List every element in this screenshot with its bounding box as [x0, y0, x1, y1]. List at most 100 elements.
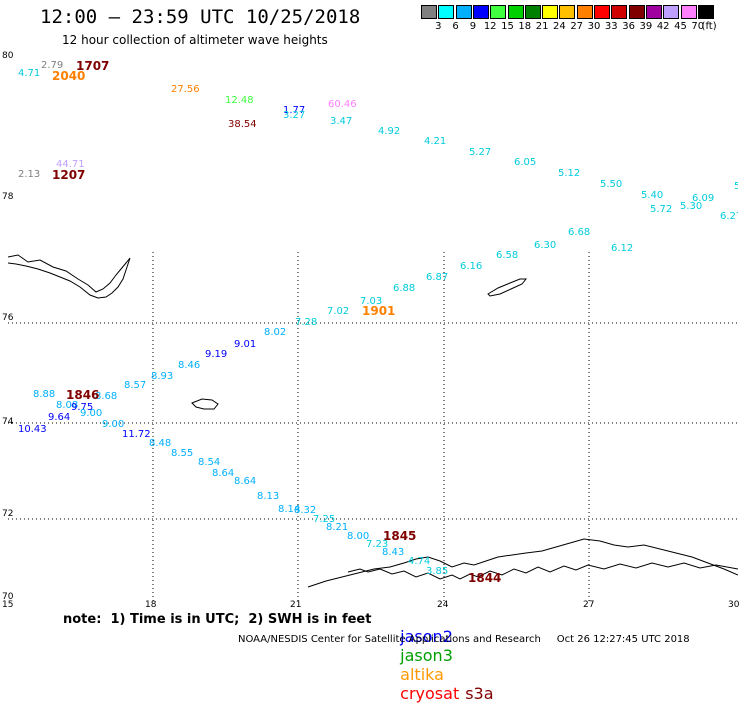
wave-height-value: 12.48	[225, 95, 254, 106]
wave-height-value: 2.13	[18, 169, 40, 180]
wave-height-observations: 2.794.71 27.56 12.48 1.773.27 60.46 38.54 3.47…	[18, 60, 740, 577]
wave-height-value: 3.27	[283, 110, 305, 121]
wave-height-value: 8.54	[198, 457, 220, 468]
latitude-label: 78	[2, 192, 14, 202]
wave-height-value: 9.64	[48, 412, 70, 423]
wave-height-value: 5.72	[650, 204, 672, 215]
colorbar-tick-label: 24	[553, 21, 566, 32]
wave-height-value: 9.00	[102, 419, 124, 430]
page-subtitle: 12 hour collection of altimeter wave hei…	[62, 33, 328, 47]
wave-height-value: 8.32	[294, 505, 316, 516]
legend-s3a: s3a	[465, 684, 494, 703]
pass-time-label: 1207	[52, 168, 85, 182]
wave-height-value: 8.88	[33, 389, 55, 400]
wave-height-value: 5.27	[469, 147, 491, 158]
wave-height-value: 4.71	[18, 68, 40, 79]
wave-height-value: 8.68	[95, 391, 117, 402]
wave-height-value: 8.55	[171, 448, 193, 459]
pass-time-label: 1844	[468, 571, 501, 585]
colorbar-tick-label: 42	[656, 21, 670, 32]
colorbar-tick-label: 33	[604, 21, 618, 32]
footer-note: note: 1) Time is in UTC; 2) SWH is in fe…	[63, 612, 372, 627]
wave-height-value: 8.57	[124, 380, 146, 391]
wave-height-value: 6.27	[720, 211, 738, 222]
colorbar-tick-label: 30	[587, 21, 601, 32]
pass-time-label: 2040	[52, 69, 85, 83]
legend-cryosat: cryosat	[400, 684, 460, 703]
wave-height-value: 9.00	[80, 408, 102, 419]
colorbar-tick-label: 70	[691, 21, 705, 32]
map-canvas: 2.794.71 27.56 12.48 1.773.27 60.46 38.54 3.47…	[7, 57, 740, 602]
wave-height-value: 8.43	[382, 547, 404, 558]
colorbar-tick-label: 15	[501, 21, 514, 32]
wave-height-value: 6.30	[534, 240, 556, 251]
colorbar-unit-label: (ft)	[701, 21, 717, 32]
wave-height-value: 8.48	[149, 438, 171, 449]
wave-height-value: 8.21	[326, 522, 348, 533]
colorbar-swatch	[697, 5, 714, 19]
colorbar-swatch	[507, 5, 524, 19]
colorbar-swatch	[663, 5, 680, 19]
wave-height-value: 6.87	[426, 272, 448, 283]
colorbar-tick-label: 45	[674, 21, 687, 32]
longitude-label: 27	[583, 600, 595, 610]
svalbard-coastline	[7, 254, 739, 588]
colorbar-swatch	[421, 5, 437, 19]
wave-height-value: 4.74	[408, 556, 430, 567]
colorbar-tick-label: 21	[535, 21, 549, 32]
wave-height-value: 8.02	[264, 327, 286, 338]
pass-time-label: 1901	[362, 304, 395, 318]
wave-height-value: 60.46	[328, 99, 357, 110]
wave-height-value: 6.68	[568, 227, 590, 238]
longitude-label: 18	[145, 600, 157, 610]
colorbar-swatch	[628, 5, 645, 19]
colorbar-swatch	[576, 5, 593, 19]
legend-jason2: jason2	[400, 627, 453, 646]
credits-line: NOAA/NESDIS Center for Satellite Applica…	[238, 634, 690, 645]
wave-height-value: 1.77	[283, 105, 305, 116]
colorbar-swatch	[680, 5, 697, 19]
wave-height-value: 44.71	[56, 159, 85, 170]
wave-height-value: 8.64	[234, 476, 256, 487]
wave-height-value: 8.14	[278, 504, 300, 515]
wave-height-value: 7.25	[313, 514, 335, 525]
colorbar-tick-label: 12	[483, 21, 497, 32]
wave-height-value: 3.47	[330, 116, 352, 127]
kvitoya-island	[487, 278, 528, 297]
longitude-label: 30	[728, 600, 740, 610]
colorbar-swatch	[490, 5, 507, 19]
colorbar-swatch	[524, 5, 541, 19]
wave-height-value: 6.58	[496, 250, 518, 261]
wave-height-value: 5.12	[558, 168, 580, 179]
colorbar-swatch	[559, 5, 576, 19]
wave-height-value: 6.09	[692, 193, 714, 204]
wave-height-value: 2.79	[41, 60, 63, 71]
map-background	[8, 57, 738, 602]
satellite-legend: jason2 jason3 altika cryosat s3a	[390, 608, 504, 703]
south-svalbard-coast	[307, 538, 739, 588]
wave-height-value: 8.93	[151, 371, 173, 382]
wave-height-value: 6.88	[393, 283, 415, 294]
hopen-island	[191, 398, 219, 410]
pass-time-label: 1845	[383, 529, 416, 543]
wave-height-value: 9.19	[205, 349, 227, 360]
longitude-label: 15	[2, 600, 14, 610]
colorbar-tick-label: 36	[622, 21, 635, 32]
wave-height-value: 4.21	[424, 136, 446, 147]
pass-time-label: 1707	[76, 59, 109, 73]
wave-height-value: 7.23	[366, 539, 388, 550]
latitude-label: 70	[2, 592, 14, 602]
wave-height-value: 38.54	[228, 119, 257, 130]
wave-height-value: 6.12	[611, 243, 633, 254]
page-title: 12:00 – 23:59 UTC 10/25/2018	[40, 6, 361, 28]
map-grid	[8, 252, 738, 602]
colorbar-tick-label: 9	[469, 21, 477, 32]
colorbar-swatch	[594, 5, 610, 19]
latitude-label: 72	[2, 509, 14, 519]
coastal-inlets	[347, 562, 739, 580]
colorbar-swatch	[645, 5, 662, 19]
wave-height-value: 5	[734, 181, 738, 192]
wave-height-value: 9.75	[71, 402, 93, 413]
colorbar-swatch	[438, 5, 455, 19]
